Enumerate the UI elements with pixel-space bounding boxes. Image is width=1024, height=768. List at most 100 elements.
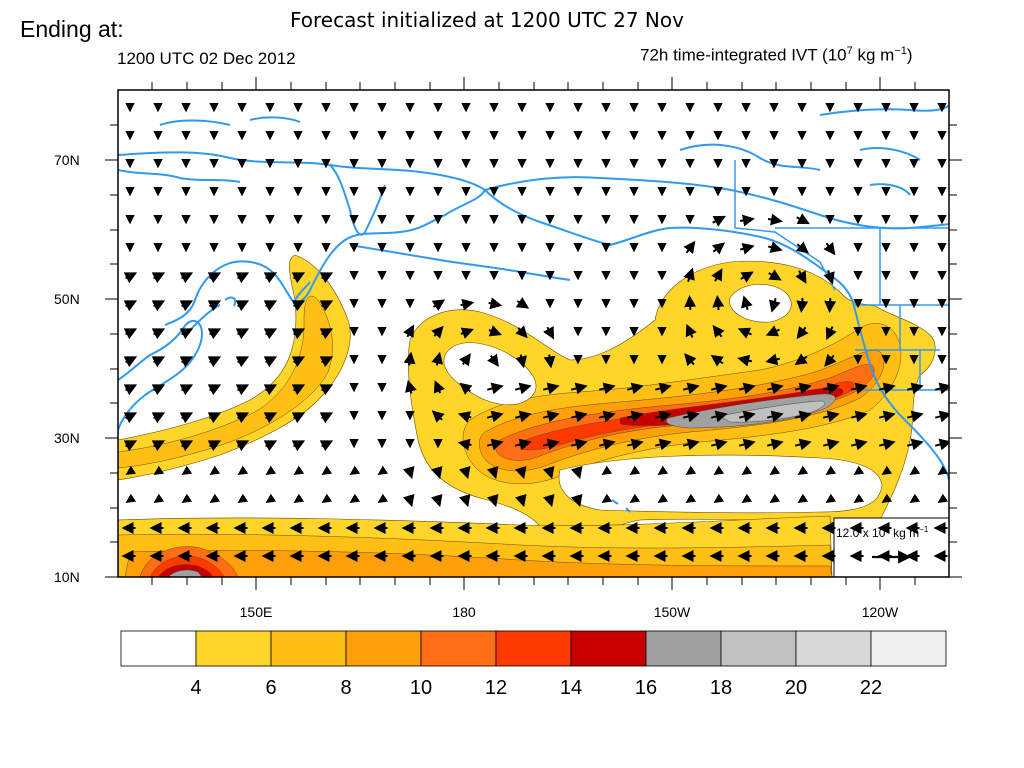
ivt-vector <box>235 272 250 284</box>
ivt-vector <box>825 465 837 475</box>
contour-hole-subtropics <box>558 454 883 514</box>
ivt-vector <box>207 384 222 396</box>
ivt-vector <box>263 272 278 284</box>
ivt-vector <box>514 382 532 395</box>
ivt-vector <box>263 356 278 368</box>
ivt-vector <box>712 215 726 227</box>
ivt-vector <box>937 493 949 503</box>
ivt-vector <box>460 298 475 311</box>
ivt-vector <box>123 300 138 312</box>
ivt-vector <box>319 384 334 396</box>
lon-label-120w: 120W <box>862 604 899 620</box>
ivt-vector <box>797 493 809 503</box>
ivt-vector <box>797 465 809 475</box>
ivt-vector <box>433 380 445 394</box>
ivt-vector <box>402 465 415 480</box>
ivt-vector <box>153 465 165 475</box>
ivt-vectors <box>121 102 949 562</box>
ivt-vector <box>377 465 389 475</box>
ivt-vector <box>235 356 250 368</box>
ivt-vector <box>766 438 784 451</box>
ivt-vector <box>179 356 194 368</box>
ivt-vector <box>796 325 809 340</box>
ivt-vector <box>768 269 782 281</box>
coast-aleutians <box>349 244 571 281</box>
ivt-vector <box>377 493 389 503</box>
colorbar-swatch <box>120 630 197 667</box>
ivt-vector <box>739 242 755 255</box>
ivt-vector <box>906 382 924 395</box>
lon-label-180: 180 <box>452 604 476 620</box>
reference-vector-label: 12.0 x 107 kg m−1 <box>836 525 929 540</box>
ivt-vector <box>207 328 222 340</box>
ivt-vector <box>682 410 700 423</box>
ivt-vector <box>181 493 193 503</box>
lat-label-30n: 30N <box>54 430 80 446</box>
ivt-vector <box>515 325 528 339</box>
ivt-vector <box>151 440 166 452</box>
field-title-unit: kg m <box>852 45 895 65</box>
border-us-states <box>855 305 949 391</box>
ivt-vector <box>685 493 697 503</box>
ivt-vector <box>403 324 415 338</box>
ivt-vector <box>263 328 278 340</box>
field-title-exponent: 7 <box>846 45 853 57</box>
lon-label-150w: 150W <box>654 604 691 620</box>
reference-vector: 12.0 x 107 kg m−1 <box>833 517 950 578</box>
ivt-vector <box>293 493 305 503</box>
lat-label-50n: 50N <box>54 291 80 307</box>
ivt-vector <box>822 410 840 423</box>
ivt-vector <box>710 410 728 423</box>
ivt-vector <box>403 351 416 366</box>
ivt-vector <box>179 440 194 452</box>
ivt-vector <box>123 384 138 396</box>
ivt-vector <box>769 465 781 475</box>
ivt-vector <box>685 465 697 475</box>
ivt-vector <box>151 356 166 368</box>
ivt-vector <box>601 493 613 503</box>
ivt-vector <box>934 438 949 451</box>
coast-arctic-islands <box>159 104 949 196</box>
ivt-vector <box>542 438 560 451</box>
ivt-vector <box>741 465 753 475</box>
ivt-vector <box>738 410 756 423</box>
colorbar-swatch <box>795 630 872 667</box>
coast-kuriles <box>294 281 311 301</box>
ivt-vector <box>181 465 193 475</box>
ivt-vector <box>430 465 443 480</box>
ivt-vector <box>123 440 138 452</box>
ivt-vector <box>796 297 809 313</box>
field-title-suffix: ) <box>906 45 913 65</box>
ivt-vector <box>235 328 250 340</box>
ivt-vector <box>657 493 669 503</box>
ivt-vector <box>737 327 752 339</box>
ivt-vector <box>542 465 555 480</box>
ivt-vector <box>765 325 780 337</box>
colorbar-label: 14 <box>560 677 582 699</box>
ivt-vector <box>319 300 334 312</box>
ivt-vector <box>654 382 672 395</box>
ivt-vector <box>543 326 555 340</box>
ivt-vector <box>459 382 473 395</box>
ivt-vector <box>570 465 583 480</box>
ivt-vector <box>263 384 278 396</box>
ivt-vector <box>125 465 137 475</box>
ivt-vector <box>151 412 166 424</box>
ivt-vector <box>349 465 361 475</box>
ivt-vector <box>457 411 472 423</box>
coast-siberia <box>118 151 487 326</box>
ivt-vector <box>291 356 306 368</box>
ivt-vector <box>712 295 725 311</box>
coast-arctic-shore <box>118 143 821 183</box>
ivt-vector <box>937 465 949 475</box>
ivt-vector <box>291 384 306 396</box>
ivt-vector <box>319 272 334 284</box>
ivt-vector <box>123 328 138 340</box>
ivt-vector <box>321 493 333 503</box>
ivt-vector <box>906 410 924 423</box>
ivt-vector <box>207 356 222 368</box>
ivt-vector <box>179 300 194 312</box>
ivt-vector <box>293 465 305 475</box>
ivt-vector <box>853 465 865 475</box>
ivt-vector <box>654 410 672 423</box>
